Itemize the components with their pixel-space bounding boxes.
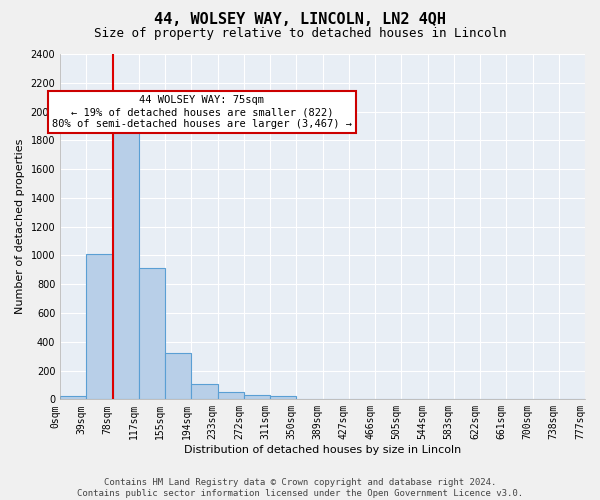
- Bar: [113, 124, 139, 400]
- Bar: [139, 268, 165, 400]
- X-axis label: Distribution of detached houses by size in Lincoln: Distribution of detached houses by size …: [184, 445, 461, 455]
- Text: 44, WOLSEY WAY, LINCOLN, LN2 4QH: 44, WOLSEY WAY, LINCOLN, LN2 4QH: [154, 12, 446, 28]
- Bar: [60, 396, 86, 400]
- Bar: [244, 395, 270, 400]
- Bar: [218, 392, 244, 400]
- Bar: [270, 396, 296, 400]
- Bar: [191, 384, 218, 400]
- Text: Size of property relative to detached houses in Lincoln: Size of property relative to detached ho…: [94, 28, 506, 40]
- Y-axis label: Number of detached properties: Number of detached properties: [15, 139, 25, 314]
- Bar: [165, 354, 191, 400]
- Bar: [86, 254, 113, 400]
- Text: 44 WOLSEY WAY: 75sqm
← 19% of detached houses are smaller (822)
80% of semi-deta: 44 WOLSEY WAY: 75sqm ← 19% of detached h…: [52, 96, 352, 128]
- Text: Contains HM Land Registry data © Crown copyright and database right 2024.
Contai: Contains HM Land Registry data © Crown c…: [77, 478, 523, 498]
